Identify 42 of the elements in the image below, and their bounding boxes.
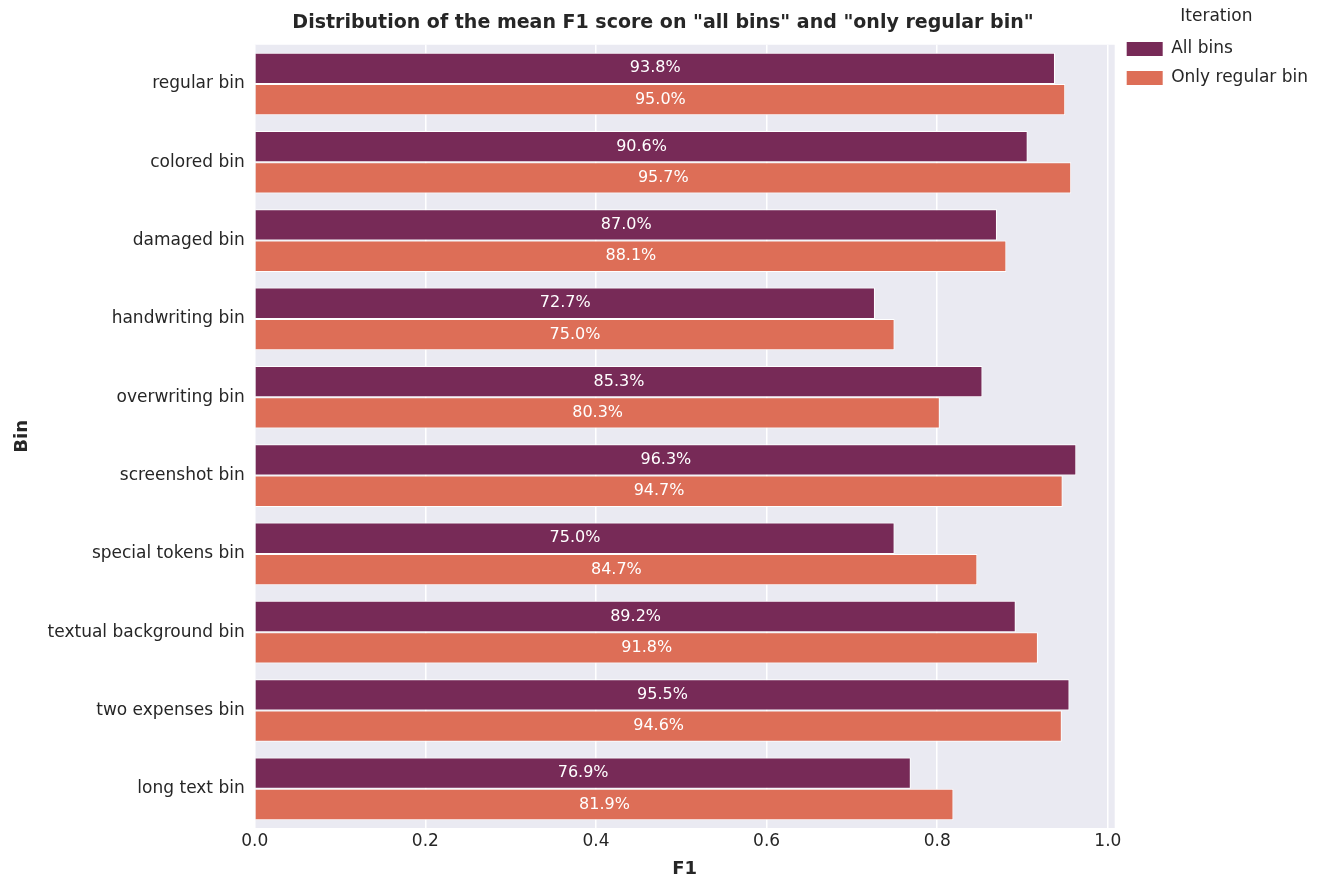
chart-title: Distribution of the mean F1 score on "all bins" and "only regular bin" xyxy=(292,10,1034,33)
data-label: 72.7% xyxy=(539,292,591,312)
y-tick-label: colored bin xyxy=(150,150,245,171)
y-axis-title: Bin xyxy=(10,420,32,453)
data-label: 81.9% xyxy=(579,793,630,813)
data-label: 84.7% xyxy=(590,558,642,578)
data-label: 93.8% xyxy=(629,57,681,77)
y-tick-label: damaged bin xyxy=(132,229,245,250)
x-tick-label: 0.0 xyxy=(241,829,269,850)
legend-label: All bins xyxy=(1171,37,1233,58)
data-label: 95.0% xyxy=(634,88,686,108)
y-tick-label: overwriting bin xyxy=(116,385,245,406)
legend-label: Only regular bin xyxy=(1171,66,1309,87)
data-label: 88.1% xyxy=(605,245,657,265)
data-label: 89.2% xyxy=(610,605,662,625)
x-tick-label: 0.4 xyxy=(582,829,610,850)
data-label: 91.8% xyxy=(621,637,673,657)
data-label: 87.0% xyxy=(600,214,652,234)
data-label: 90.6% xyxy=(616,135,667,155)
y-tick-label: textual background bin xyxy=(47,620,245,641)
data-label: 94.7% xyxy=(633,480,685,500)
data-label: 96.3% xyxy=(640,449,692,469)
y-tick-label: regular bin xyxy=(152,72,245,93)
data-label: 95.7% xyxy=(637,167,689,187)
x-tick-label: 0.6 xyxy=(753,829,781,850)
x-tick-label: 0.2 xyxy=(411,829,439,850)
y-tick-label: two expenses bin xyxy=(96,698,245,719)
data-label: 95.5% xyxy=(637,684,688,704)
x-tick-label: 0.8 xyxy=(923,829,951,850)
data-label: 75.0% xyxy=(549,527,601,547)
data-label: 80.3% xyxy=(572,402,624,422)
legend-title: Iteration xyxy=(1180,4,1253,25)
x-axis-title: F1 xyxy=(672,856,698,878)
y-tick-label: long text bin xyxy=(137,777,245,798)
data-label: 85.3% xyxy=(593,370,645,390)
x-tick-label: 1.0 xyxy=(1094,829,1122,850)
y-tick-label: handwriting bin xyxy=(111,307,245,328)
data-label: 75.0% xyxy=(549,323,601,343)
data-label: 94.6% xyxy=(633,715,685,735)
y-tick-label: special tokens bin xyxy=(91,542,245,563)
y-tick-label: screenshot bin xyxy=(119,463,245,484)
data-label: 76.9% xyxy=(557,762,609,782)
